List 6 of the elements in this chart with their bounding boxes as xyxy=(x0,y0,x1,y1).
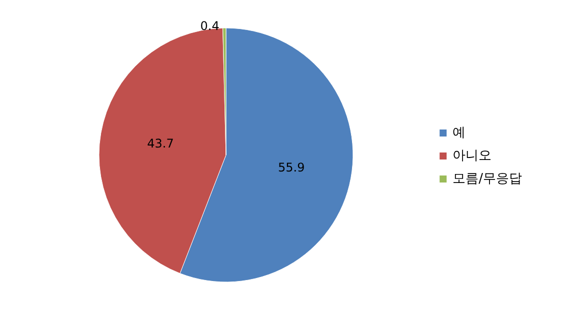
legend-label: 예 xyxy=(452,126,466,140)
data-label: 55.9 xyxy=(278,160,305,174)
data-label: 43.7 xyxy=(147,136,174,151)
legend-label: 아니오 xyxy=(452,148,492,164)
legend-label: 모름/무응답 xyxy=(452,172,522,186)
data-label: 0.4 xyxy=(200,19,220,34)
